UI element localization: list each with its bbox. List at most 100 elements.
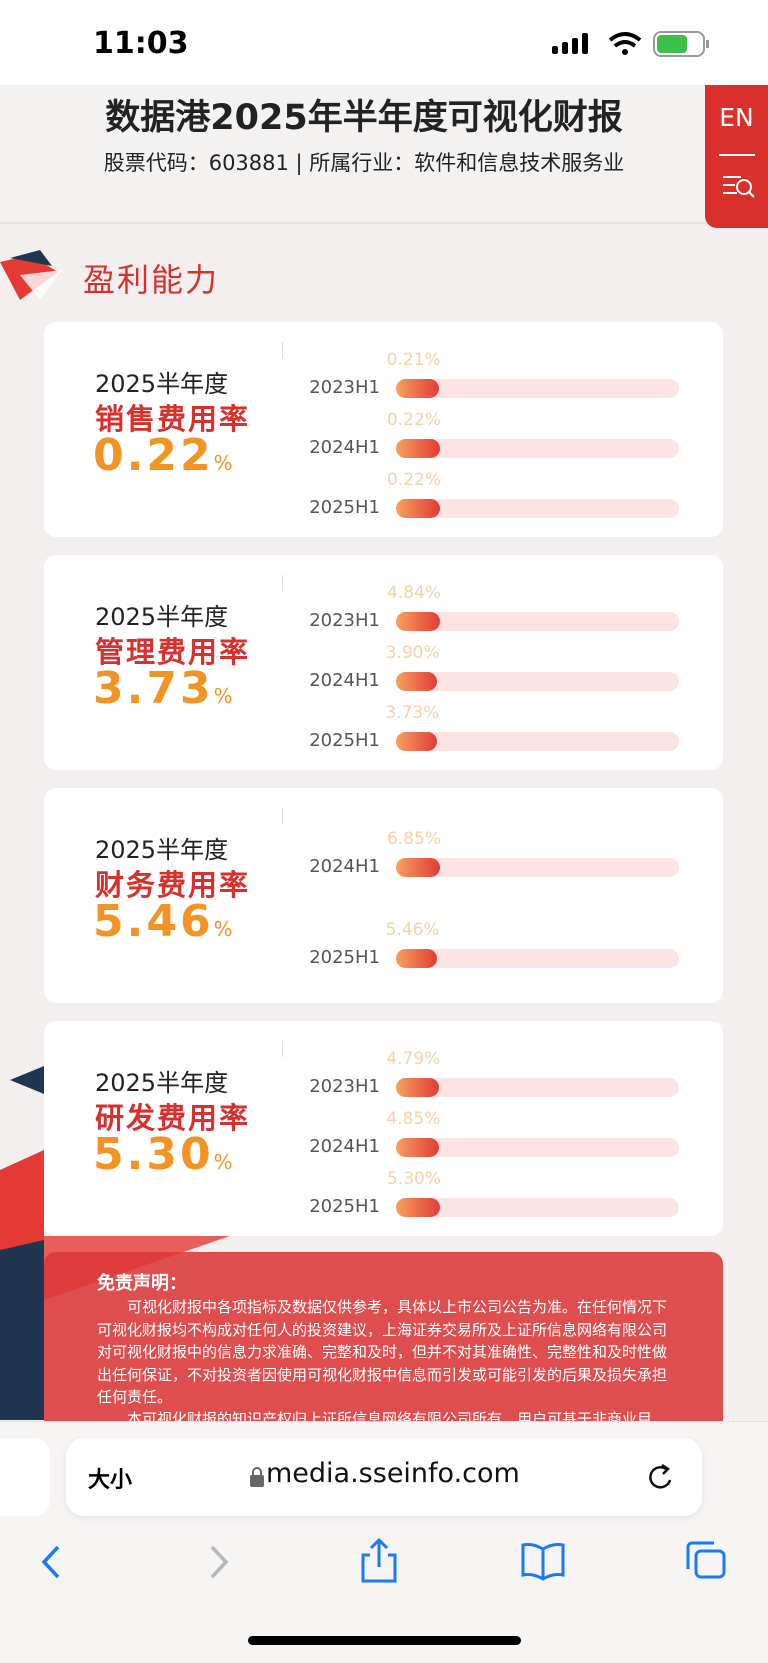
bar <box>396 1138 439 1157</box>
period-label: 2025H1 <box>309 730 380 751</box>
metric-name: 研发费用率 <box>95 1101 251 1135</box>
value-label: 4.85% <box>386 1109 441 1129</box>
header: 数据港2025年半年度可视化财报 股票代码：603881 | 所属行业：软件和信… <box>0 85 768 224</box>
bar-track <box>396 732 679 751</box>
text-size-button[interactable]: 大小 <box>88 1468 133 1493</box>
period-label: 2024H1 <box>309 437 380 458</box>
headline-number: 5.46 <box>93 896 214 947</box>
headline-value: 5.46% <box>93 896 233 947</box>
disclaimer-text-1: 可视化财报中各项指标及数据仅供参考，具体以上市公司公告为准。在任何情况下可视化财… <box>97 1298 668 1406</box>
headline-unit: % <box>213 684 233 708</box>
status-icons <box>552 31 709 57</box>
status-bar: 11:03 <box>0 0 768 85</box>
bar <box>396 949 438 968</box>
metric-name: 管理费用率 <box>95 635 251 669</box>
bar <box>396 732 437 751</box>
value-label: 3.90% <box>385 643 440 663</box>
period-label: 2023H1 <box>309 1076 380 1097</box>
period-label: 2025H1 <box>309 497 380 518</box>
home-indicator <box>248 1636 521 1645</box>
lang-button[interactable]: EN <box>719 103 754 132</box>
value-label: 4.79% <box>386 1049 441 1069</box>
period-label: 2025H1 <box>309 947 380 968</box>
metric-card: 2025半年度 销售费用率 0.22% 2023H1 0.21% 2024H1 0.22% 2… <box>44 322 723 537</box>
period: 2025半年度 <box>95 1069 229 1097</box>
bar <box>396 499 440 518</box>
metric-card: 2025半年度 研发费用率 5.30% 2023H1 4.79% 2024H1 4.85% 2… <box>44 1021 723 1236</box>
prev-tab[interactable] <box>0 1438 50 1516</box>
period-label: 2023H1 <box>309 377 380 398</box>
value-label: 0.22% <box>386 470 442 490</box>
value-label: 5.46% <box>385 920 440 940</box>
metric-name: 财务费用率 <box>95 868 251 902</box>
bar <box>396 1198 440 1217</box>
forward-button[interactable] <box>210 1545 229 1579</box>
bar-track <box>396 612 679 631</box>
period-label: 2023H1 <box>309 610 380 631</box>
section-title: 盈利能力 <box>83 261 220 299</box>
bar-track <box>396 1198 679 1217</box>
value-label: 6.85% <box>386 829 442 849</box>
bar <box>396 672 438 691</box>
bar-track <box>396 439 679 458</box>
value-label: 5.30% <box>386 1169 442 1189</box>
bar <box>396 379 440 398</box>
bar-track <box>396 672 679 691</box>
divider <box>282 342 283 358</box>
disclaimer: 免责声明： 可视化财报中各项指标及数据仅供参考，具体以上市公司公告为准。在任何情… <box>44 1252 723 1512</box>
disclaimer-title: 免责声明： <box>97 1273 187 1294</box>
back-button[interactable] <box>41 1545 60 1579</box>
reload-icon[interactable] <box>646 1462 676 1494</box>
period-label: 2024H1 <box>309 670 380 691</box>
value-label: 3.73% <box>385 703 440 723</box>
value-label: 0.21% <box>386 350 441 370</box>
bar-track <box>396 499 679 518</box>
bar-track <box>396 1078 679 1097</box>
headline-unit: % <box>213 917 233 941</box>
menu-icon <box>719 154 755 198</box>
lang-tab[interactable]: EN <box>705 85 768 228</box>
bar <box>396 858 440 877</box>
headline-unit: % <box>213 1150 233 1174</box>
browser-bar: 大小 media.sseinfo.com <box>0 1421 768 1663</box>
period-label: 2024H1 <box>309 1136 380 1157</box>
headline-unit: % <box>213 451 233 475</box>
headline-number: 0.22 <box>93 430 214 481</box>
metric-card: 2025半年度 管理费用率 3.73% 2023H1 4.84% 2024H1 3.90% 2… <box>44 555 723 770</box>
bar-track <box>396 858 679 877</box>
value-label: 0.22% <box>386 410 442 430</box>
divider <box>282 1041 283 1057</box>
period: 2025半年度 <box>95 836 229 864</box>
period: 2025半年度 <box>95 370 229 398</box>
period-label: 2024H1 <box>309 856 380 877</box>
bar <box>396 1078 439 1097</box>
headline-number: 3.73 <box>93 663 214 714</box>
page-title: 数据港2025年半年度可视化财报 <box>105 98 623 138</box>
time: 11:03 <box>93 26 189 61</box>
divider <box>282 808 283 824</box>
bookmarks-button[interactable] <box>521 1543 565 1581</box>
period: 2025半年度 <box>95 603 229 631</box>
value-label: 4.84% <box>386 583 442 603</box>
headline-number: 5.30 <box>93 1129 214 1180</box>
metric-name: 销售费用率 <box>95 402 251 436</box>
address-bar[interactable]: 大小 media.sseinfo.com <box>66 1438 702 1516</box>
tabs-button[interactable] <box>686 1541 726 1579</box>
bar-track <box>396 1138 679 1157</box>
divider <box>282 575 283 591</box>
url[interactable]: media.sseinfo.com <box>266 1458 520 1489</box>
lock-icon <box>250 1467 264 1487</box>
headline-value: 5.30% <box>93 1129 233 1180</box>
headline-value: 3.73% <box>93 663 233 714</box>
bar <box>396 612 440 631</box>
toolbar <box>41 1537 726 1583</box>
headline-value: 0.22% <box>93 430 233 481</box>
bar-track <box>396 379 679 398</box>
page-subtitle: 股票代码：603881 | 所属行业：软件和信息技术服务业 <box>103 151 625 175</box>
share-button[interactable] <box>361 1537 397 1583</box>
period-label: 2025H1 <box>309 1196 380 1217</box>
bar <box>396 439 440 458</box>
metric-card: 2025半年度 财务费用率 5.46% 2024H1 6.85% 2025H1 5.46% <box>44 788 723 1003</box>
bar-track <box>396 949 679 968</box>
